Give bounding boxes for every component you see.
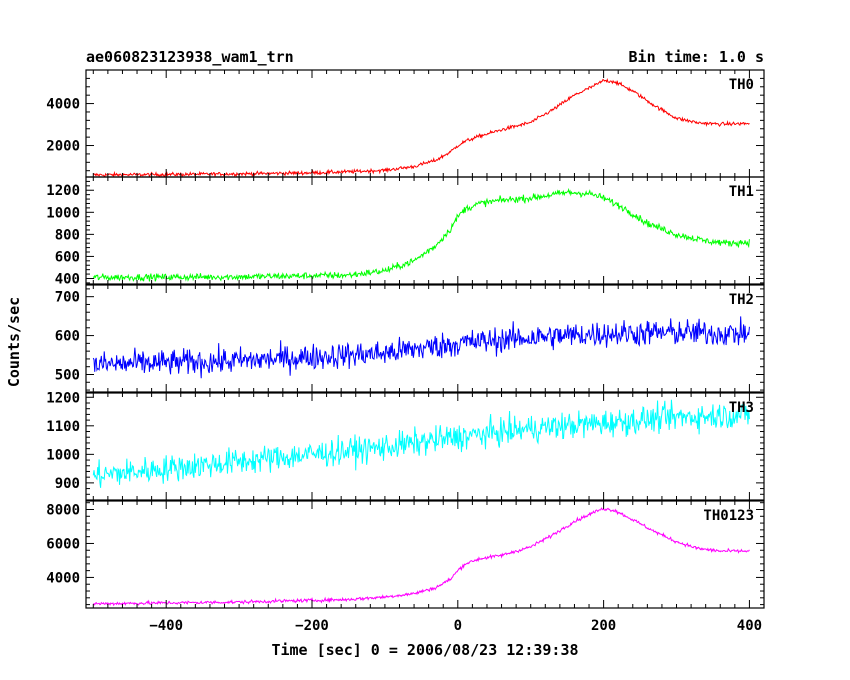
y-tick-label: 4000 (46, 570, 80, 586)
y-tick-label: 2000 (46, 139, 80, 155)
y-tick-label: 800 (55, 227, 80, 243)
panel-th2: 500 600 700 TH2 (55, 284, 765, 393)
y-tick-label: 8000 (46, 502, 80, 518)
y-tick-label: 1100 (46, 419, 80, 435)
series-line-th0 (93, 77, 750, 177)
y-axis-label: Counts/sec (5, 297, 23, 387)
panel-frame (85, 69, 765, 178)
x-tick-label: 200 (591, 618, 616, 634)
y-tick-label: 600 (55, 329, 80, 345)
chart-title: ae060823123938_wam1_trn (86, 48, 294, 66)
x-axis-label: Time [sec] 0 = 2006/08/23 12:39:38 (271, 641, 578, 659)
series-line-th0123 (93, 507, 750, 607)
y-tick-label: 600 (55, 249, 80, 265)
y-tick-label: 1000 (46, 447, 80, 463)
x-tick-label: 400 (737, 618, 762, 634)
y-tick-label: 6000 (46, 536, 80, 552)
series-line-th3 (92, 399, 750, 488)
chart-subtitle: Bin time: 1.0 s (629, 48, 764, 66)
panel-th0: 2000 4000 TH0 (46, 69, 765, 178)
panel-frame (85, 176, 765, 285)
y-tick-label: 700 (55, 290, 80, 306)
panel-th1: 400 600 800 1000 1200 TH1 (46, 176, 765, 287)
panel-label-th0: TH0 (729, 77, 754, 93)
panel-label-th1: TH1 (729, 184, 754, 200)
y-tick-label: 1000 (46, 205, 80, 221)
panel-label-th0123: TH0123 (703, 508, 754, 524)
x-tick-label: 0 (454, 618, 462, 634)
panel-label-th2: TH2 (729, 292, 754, 308)
x-axis: −400 −200 0 200 400 (149, 618, 762, 634)
series-line-th1 (92, 187, 750, 282)
x-tick-label: −200 (295, 618, 329, 634)
panel-frame (85, 500, 765, 609)
x-tick-label: −400 (149, 618, 183, 634)
panel-label-th3: TH3 (729, 400, 754, 416)
panel-th3: 900 1000 1100 1200 TH3 (46, 390, 765, 501)
y-tick-label: 1200 (46, 390, 80, 406)
panel-frame (85, 392, 765, 501)
y-tick-label: 4000 (46, 97, 80, 113)
y-tick-label: 1200 (46, 183, 80, 199)
y-tick-label: 500 (55, 367, 80, 383)
panels: 2000 4000 TH0 400 600 800 1000 1200 TH1 500 600 700… (46, 69, 765, 609)
y-tick-label: 900 (55, 476, 80, 492)
panel-th0123: 4000 6000 8000 TH0123 (46, 500, 765, 609)
series-line-th2 (92, 316, 750, 379)
y-tick-label: 400 (55, 271, 80, 287)
panel-frame (85, 284, 765, 393)
